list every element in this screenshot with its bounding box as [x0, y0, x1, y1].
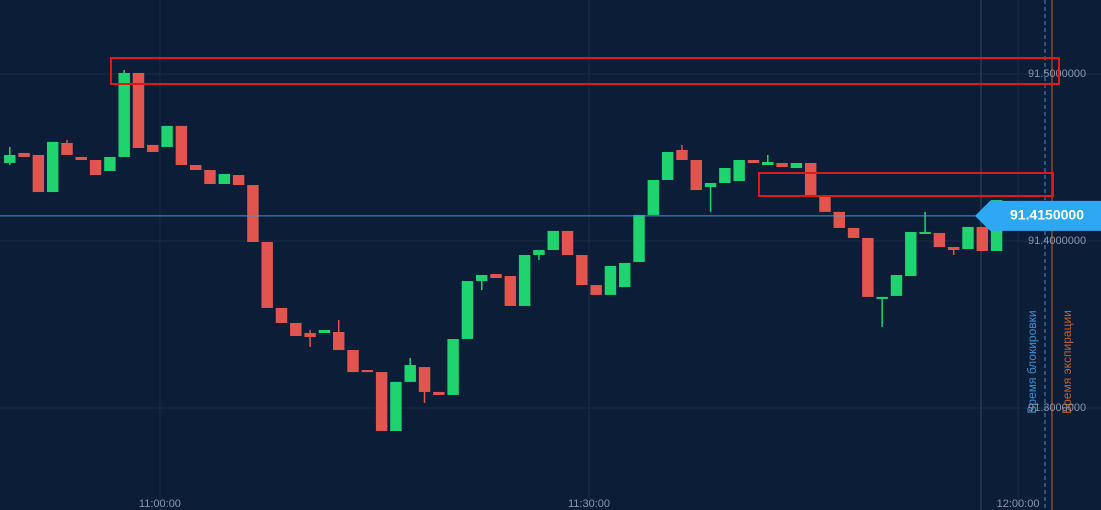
candle-body	[676, 149, 688, 160]
candle-body	[890, 275, 903, 296]
candle-body	[876, 296, 888, 299]
candle-body	[819, 195, 831, 212]
x-tick-label: 11:00:00	[139, 498, 181, 510]
candle-body	[847, 227, 860, 238]
candle-body	[147, 144, 159, 152]
candle-body	[18, 152, 30, 157]
y-tick-label: 91.4000000	[1028, 235, 1086, 247]
candle-body	[547, 230, 559, 250]
candle-body	[104, 156, 116, 172]
candle-body	[46, 141, 59, 193]
candle-body	[275, 307, 288, 323]
candle-body	[762, 161, 774, 165]
candle-body	[933, 232, 946, 247]
candle-body	[790, 162, 803, 168]
candle-body	[476, 275, 488, 282]
candle-body	[661, 151, 674, 181]
candle-body	[404, 365, 416, 382]
candle-body	[704, 183, 717, 188]
candle-body	[189, 164, 202, 170]
expiry-time-label: Время экспирации	[1060, 310, 1074, 414]
candle-body	[347, 350, 359, 373]
candle-body	[905, 231, 917, 277]
candle-body	[332, 331, 345, 351]
highlight-box	[110, 57, 1060, 85]
candle-body	[4, 154, 16, 163]
candle-body	[132, 72, 145, 148]
candle-body	[733, 159, 745, 182]
candle-body	[919, 231, 931, 234]
candle-body	[304, 332, 316, 337]
candle-body	[118, 72, 130, 157]
candle-body	[61, 142, 73, 155]
candle-body	[719, 167, 731, 184]
candle-body	[590, 285, 602, 295]
candle-body	[290, 322, 302, 336]
candle-body	[804, 162, 817, 196]
candle-body	[647, 180, 660, 215]
candle-body	[75, 156, 88, 160]
y-tick-label: 91.3000000	[1028, 402, 1086, 414]
candle-body	[361, 370, 374, 373]
candle-body	[490, 274, 502, 279]
x-tick-label: 12:00:00	[997, 498, 1040, 510]
candle-body	[976, 226, 989, 251]
candle-body	[690, 159, 702, 191]
candle-body	[418, 367, 431, 392]
candle-body	[619, 263, 631, 288]
y-tick-label: 91.5000000	[1028, 68, 1086, 80]
candle-body	[32, 154, 45, 193]
candle-body	[633, 214, 645, 263]
last-price-label: 91.4150000	[1010, 207, 1084, 223]
candle-body	[747, 159, 760, 163]
candle-body	[504, 276, 517, 306]
candle-body	[947, 246, 960, 250]
candle-body	[433, 391, 445, 395]
candle-body	[604, 266, 617, 295]
candle-body	[175, 125, 188, 165]
candle-body	[375, 372, 388, 432]
candle-body	[318, 329, 331, 333]
overlay: 91.3000000 91.4000000 91.5000000 11:00:00 11…	[0, 68, 1101, 510]
candle-body	[862, 237, 874, 297]
candle-body	[461, 281, 474, 339]
last-price-badge	[975, 200, 1101, 231]
candle-body	[232, 175, 245, 186]
candle-body	[561, 230, 574, 255]
candle-body	[518, 255, 531, 306]
candle-body	[447, 338, 459, 395]
candle-body	[576, 255, 588, 286]
candle-body	[390, 381, 402, 432]
highlight-box	[758, 172, 1054, 197]
candles	[4, 69, 1003, 432]
candle-body	[962, 226, 974, 249]
candle-body	[533, 249, 545, 255]
candle-body	[247, 185, 259, 242]
candle-body	[204, 170, 216, 185]
candle-body	[161, 125, 173, 147]
lock-time-label: Время блокировки	[1025, 310, 1039, 413]
candle-body	[218, 174, 231, 185]
candle-body	[833, 211, 845, 228]
x-tick-label: 11:30:00	[568, 498, 610, 510]
candle-body	[776, 162, 788, 167]
candle-body	[89, 159, 102, 176]
candle-body	[261, 241, 273, 308]
